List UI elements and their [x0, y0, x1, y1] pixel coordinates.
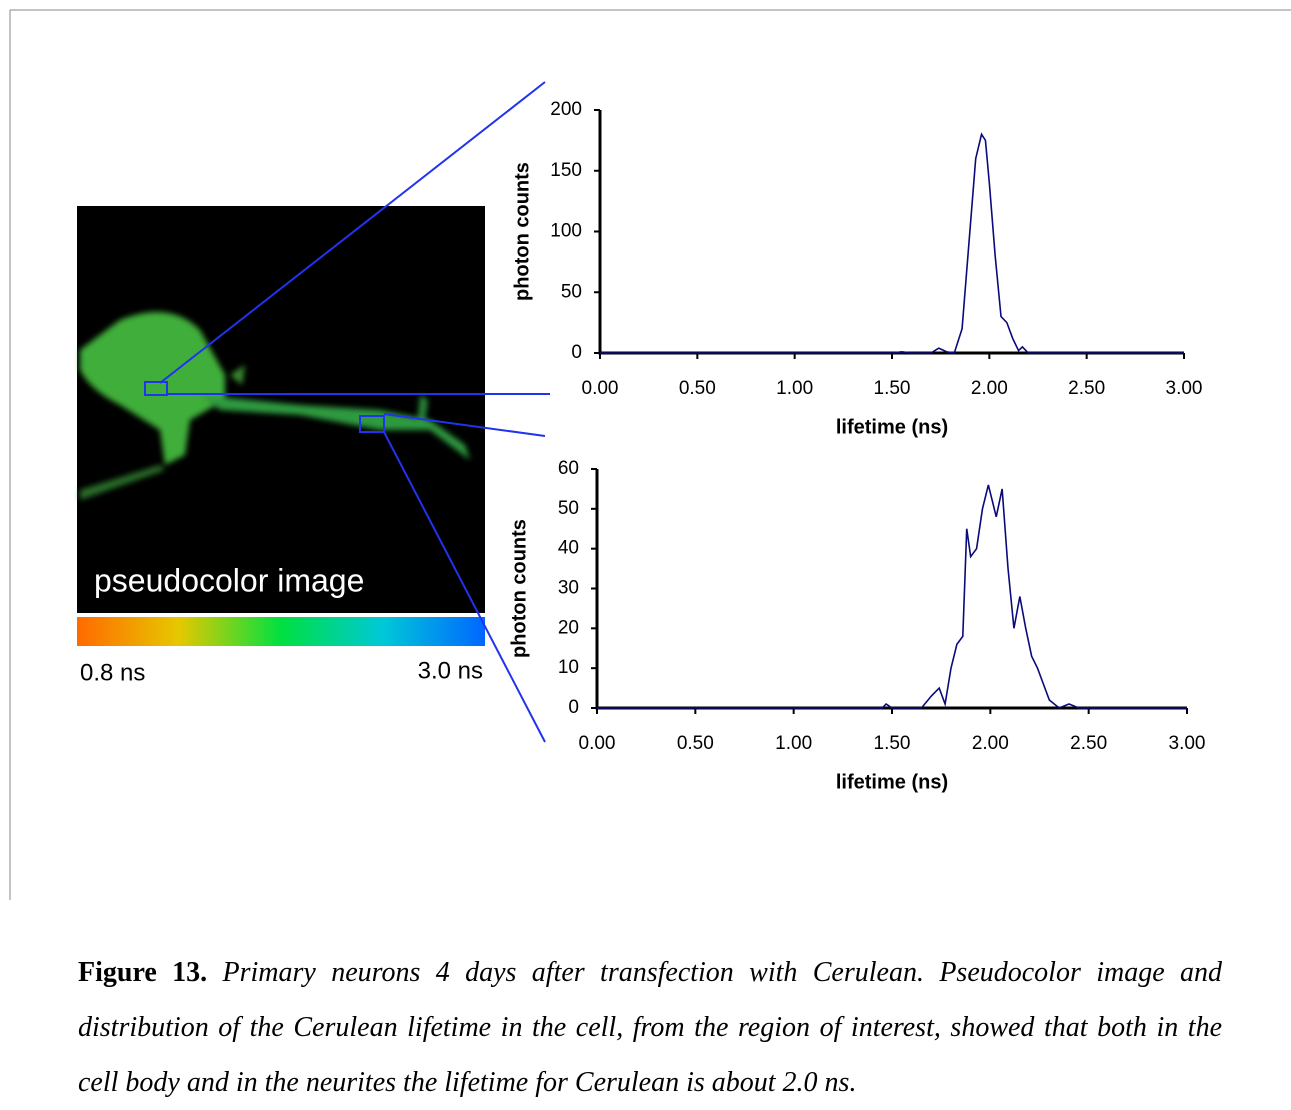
caption-label: Figure 13. [78, 957, 208, 988]
x-tick-label: 0.50 [679, 378, 716, 399]
colorbar [77, 617, 485, 646]
cell [80, 312, 470, 500]
x-tick-label: 2.00 [971, 378, 1008, 399]
x-tick-label: 1.50 [874, 378, 911, 399]
y-tick-label: 30 [558, 578, 579, 599]
x-tick-label: 3.00 [1166, 378, 1203, 399]
y-tick-label: 10 [558, 657, 579, 678]
y-tick-label: 200 [550, 99, 582, 120]
x-tick-label: 0.00 [579, 733, 616, 754]
x-tick-label: 0.50 [677, 733, 714, 754]
y-tick-label: 0 [568, 697, 579, 718]
y-tick-label: 60 [558, 458, 579, 479]
image-label: pseudocolor image [94, 562, 364, 598]
y-tick-label: 20 [558, 617, 579, 638]
y-tick-label: 50 [561, 281, 582, 302]
x-tick-label: 0.00 [582, 378, 619, 399]
data-line [597, 484, 1187, 709]
x-axis-label: lifetime (ns) [836, 416, 948, 438]
y-tick-label: 40 [558, 538, 579, 559]
x-tick-label: 1.00 [776, 378, 813, 399]
y-axis-label: photon counts [508, 519, 530, 658]
scale-max: 3.0 ns [418, 657, 483, 684]
data-line [600, 132, 1184, 354]
x-tick-label: 2.50 [1070, 733, 1107, 754]
x-tick-label: 1.50 [874, 733, 911, 754]
x-tick-label: 3.00 [1169, 733, 1206, 754]
y-axis-label: photon counts [511, 162, 533, 301]
y-tick-label: 0 [571, 342, 582, 363]
caption-text: Primary neurons 4 days after transfectio… [78, 957, 1222, 1098]
y-tick-label: 100 [550, 221, 582, 242]
y-tick-label: 150 [550, 160, 582, 181]
x-axis-label: lifetime (ns) [836, 771, 948, 793]
x-tick-label: 2.50 [1068, 378, 1105, 399]
scale-min: 0.8 ns [80, 659, 145, 686]
roi-connectors [144, 81, 550, 743]
figure: pseudocolor image 0.8 ns 3.0 ns 05010015… [9, 9, 1291, 900]
y-tick-label: 50 [558, 498, 579, 519]
caption: Figure 13. Primary neurons 4 days after … [78, 945, 1222, 1110]
x-tick-label: 1.00 [775, 733, 812, 754]
x-tick-label: 2.00 [972, 733, 1009, 754]
